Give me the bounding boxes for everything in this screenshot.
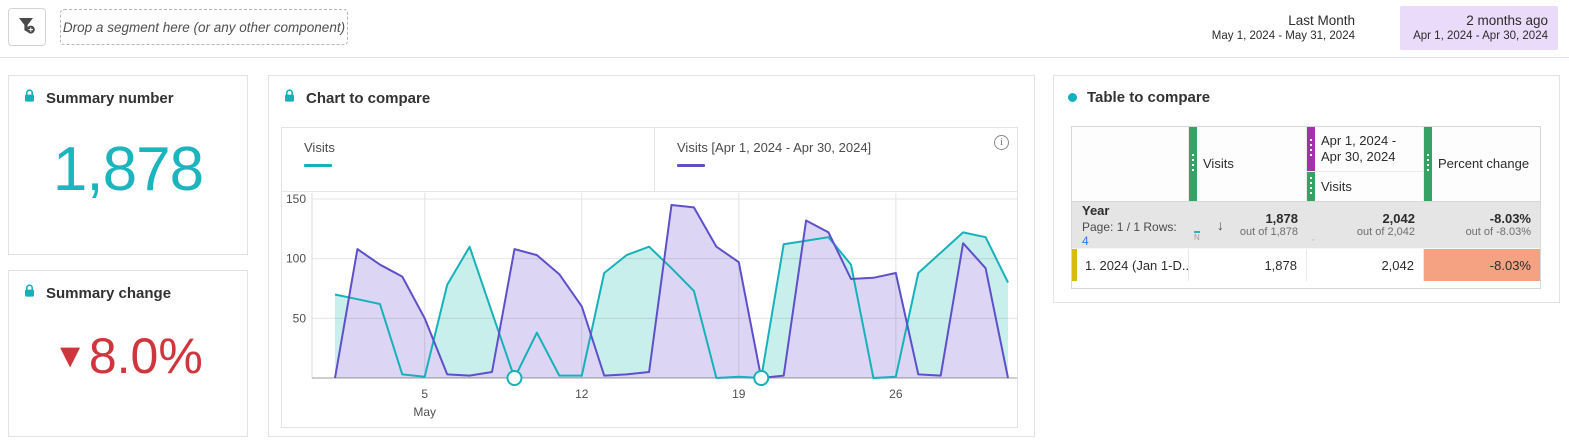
top-bar: Drop a segment here (or any other compon…: [0, 0, 1569, 58]
table-header-compare-group: Apr 1, 2024 - Apr 30, 2024 Visits: [1307, 127, 1424, 201]
lock-icon: [23, 284, 36, 303]
summary-number-value: 1,878: [52, 135, 204, 204]
date-range-primary-label: Last Month: [1288, 13, 1355, 28]
totals-visits-cell[interactable]: N ↓ 1,878 out of 1,878: [1189, 202, 1307, 248]
row-percent-change-cell[interactable]: -8.03%: [1424, 249, 1540, 281]
summary-number-title: Summary number: [46, 90, 174, 107]
totals-compare-value: 2,042: [1382, 211, 1415, 226]
segment-dropzone[interactable]: Drop a segment here (or any other compon…: [60, 9, 348, 45]
totals-visits-value: 1,878: [1265, 211, 1298, 226]
chart-panel-title: Chart to compare: [306, 90, 431, 107]
info-icon[interactable]: i: [994, 135, 1009, 150]
compare-chart-svg: 50 100 150 5 12 19 26 May: [286, 192, 1017, 419]
legend-item-visits-label: Visits: [304, 140, 335, 155]
arrow-down-triangle-icon: ▼: [53, 337, 87, 375]
segment-funnel-add-icon: [17, 17, 37, 38]
add-segment-filter-button[interactable]: [8, 8, 46, 46]
legend-swatch-purple: [677, 164, 705, 167]
date-range-primary[interactable]: Last Month May 1, 2024 - May 31, 2024: [1202, 6, 1365, 50]
totals-visits-outof: out of 1,878: [1239, 226, 1298, 238]
pagination-label: Page: 1 / 1 Rows:: [1082, 219, 1177, 234]
legend-item-visits-compare-label: Visits [Apr 1, 2024 - Apr 30, 2024]: [677, 140, 872, 155]
truncated-tick: [1194, 231, 1200, 233]
row-dimension-text: 1. 2024 (Jan 1-D...: [1077, 258, 1188, 273]
table-header-row: Visits Apr 1, 2024 - Apr 30, 2024 Visits…: [1072, 127, 1540, 202]
lock-icon: [23, 89, 36, 108]
row-compare-cell[interactable]: 2,042: [1307, 249, 1424, 281]
truncated-glyph: N: [1194, 233, 1200, 242]
summary-number-panel: Summary number 1,878: [8, 75, 248, 255]
svg-text:12: 12: [575, 387, 589, 401]
info-icon-glyph: i: [1000, 137, 1003, 148]
sort-descending-icon[interactable]: ↓: [1216, 217, 1224, 233]
dropzone-label: Drop a segment here (or any other compon…: [62, 19, 346, 35]
table-row: 1. 2024 (Jan 1-D... 1,878 2,042 -8.03%: [1072, 249, 1540, 281]
legend-item-visits[interactable]: Visits: [282, 128, 655, 191]
truncated-glyph: ,: [1312, 233, 1315, 242]
table-header-visits-label: Visits: [1203, 156, 1234, 171]
chart-data-point-marker[interactable]: [753, 370, 770, 386]
table-header-compare-daterange[interactable]: Apr 1, 2024 - Apr 30, 2024: [1307, 127, 1423, 172]
summary-change-panel: Summary change ▼ 8.0%: [8, 270, 248, 437]
table-panel-title: Table to compare: [1087, 89, 1211, 106]
totals-percent-cell[interactable]: -8.03% out of -8.03%: [1424, 202, 1540, 248]
date-range-comparison[interactable]: 2 months ago Apr 1, 2024 - Apr 30, 2024: [1400, 6, 1558, 50]
table-header-compare-visits[interactable]: Visits: [1307, 172, 1423, 201]
table-header-percent-change[interactable]: Percent change: [1424, 127, 1540, 201]
summary-change-value: 8.0%: [88, 328, 203, 384]
totals-compare-cell[interactable]: , 2,042 out of 2,042: [1307, 202, 1424, 248]
rows-count-dropdown[interactable]: 4: [1082, 233, 1089, 248]
svg-text:50: 50: [293, 311, 307, 325]
svg-text:100: 100: [286, 252, 306, 266]
row-name: 2024 (Jan 1-D...: [1099, 257, 1188, 273]
date-range-comparison-label: 2 months ago: [1466, 13, 1548, 28]
row-index: 1.: [1085, 257, 1096, 273]
svg-text:5: 5: [421, 387, 428, 401]
compare-chart: 50 100 150 5 12 19 26 May Visits Visits [Apr 1,…: [281, 127, 1018, 428]
column-drag-handle-green[interactable]: [1307, 172, 1315, 201]
summary-change-value-wrap: ▼ 8.0%: [9, 329, 247, 383]
chart-legend: Visits Visits [Apr 1, 2024 - Apr 30, 202…: [282, 128, 1017, 192]
legend-swatch-teal: [304, 164, 332, 167]
date-range-comparison-dates: Apr 1, 2024 - Apr 30, 2024: [1413, 30, 1548, 42]
pagination-text: Page: 1 / 1 Rows: 4: [1082, 220, 1180, 248]
svg-text:26: 26: [889, 387, 903, 401]
bullet-dot-icon: [1068, 93, 1077, 102]
totals-percent-value: -8.03%: [1489, 211, 1531, 226]
totals-percent-outof: out of -8.03%: [1465, 226, 1531, 238]
column-drag-handle-green[interactable]: [1189, 127, 1197, 201]
table-to-compare-panel: Table to compare Visits Apr 1, 2024 - Ap…: [1053, 75, 1560, 303]
truncated-label: N: [1194, 231, 1200, 242]
table-header-compare-daterange-label: Apr 1, 2024 - Apr 30, 2024: [1321, 133, 1397, 164]
svg-text:19: 19: [732, 387, 746, 401]
totals-compare-outof: out of 2,042: [1356, 226, 1415, 238]
chart-to-compare-panel: Chart to compare 50 100 150 5 12 19 26 May Visi…: [268, 75, 1035, 437]
table-header-dimension: [1072, 127, 1189, 201]
table-header-percent-change-label: Percent change: [1438, 156, 1530, 171]
row-visits-cell[interactable]: 1,878: [1189, 249, 1307, 281]
column-drag-handle-magenta[interactable]: [1307, 127, 1315, 171]
svg-text:May: May: [413, 405, 436, 419]
svg-text:150: 150: [286, 192, 306, 206]
table-totals-row: Year Page: 1 / 1 Rows: 4 N ↓ 1,878 out o…: [1072, 202, 1540, 249]
dimension-name: Year: [1082, 202, 1110, 218]
date-range-primary-dates: May 1, 2024 - May 31, 2024: [1211, 30, 1355, 42]
row-dimension-cell[interactable]: 1. 2024 (Jan 1-D...: [1072, 249, 1189, 281]
compare-table: Visits Apr 1, 2024 - Apr 30, 2024 Visits…: [1071, 126, 1541, 289]
truncated-label-2: ,: [1312, 233, 1315, 242]
totals-dimension-cell: Year Page: 1 / 1 Rows: 4: [1072, 202, 1189, 248]
chart-data-point-marker[interactable]: [506, 370, 523, 386]
summary-change-title: Summary change: [46, 285, 172, 302]
legend-item-visits-compare[interactable]: Visits [Apr 1, 2024 - Apr 30, 2024]: [655, 128, 1017, 191]
column-drag-handle-green[interactable]: [1424, 127, 1432, 201]
row-series-color-bar: [1072, 249, 1077, 281]
table-header-visits[interactable]: Visits: [1189, 127, 1307, 201]
lock-icon: [283, 89, 296, 108]
table-header-compare-visits-label: Visits: [1321, 178, 1352, 194]
